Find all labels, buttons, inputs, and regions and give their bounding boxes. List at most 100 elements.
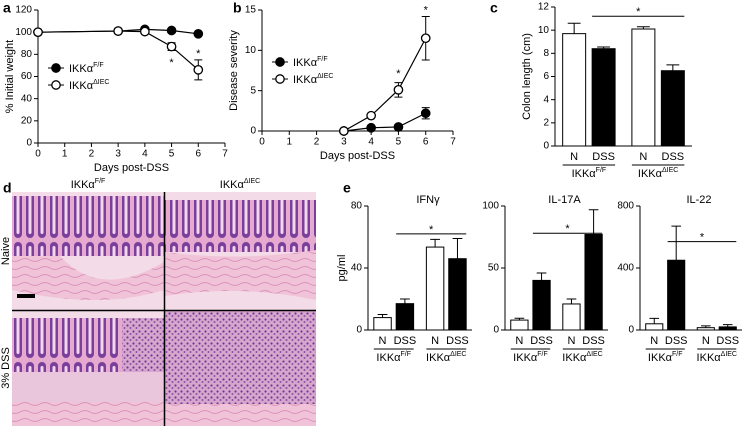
inflamed-layer bbox=[122, 318, 164, 372]
group-label: IKKαΔIEC bbox=[697, 351, 737, 364]
marker bbox=[366, 122, 376, 133]
marker bbox=[420, 108, 431, 119]
label-text: IKKα bbox=[648, 352, 673, 364]
crypt-layer bbox=[12, 318, 122, 372]
series-line bbox=[343, 37, 427, 132]
annotation: * bbox=[169, 57, 174, 69]
muscle-layer bbox=[165, 404, 316, 426]
y-tick-label: 80 bbox=[351, 201, 363, 212]
x-tick-label: 5 bbox=[169, 149, 175, 160]
chart-title: IFNγ bbox=[416, 194, 440, 206]
y-tick-label: 40 bbox=[21, 93, 33, 104]
marker bbox=[140, 26, 150, 37]
group-label: IKKαF/F bbox=[648, 351, 683, 364]
label-sup: ΔIEC bbox=[244, 178, 260, 185]
y-tick-label: 12 bbox=[538, 2, 550, 13]
x-tick-label: N bbox=[650, 335, 658, 347]
label-text: IKKα bbox=[513, 352, 538, 364]
bar bbox=[510, 319, 529, 331]
bar bbox=[532, 279, 551, 331]
y-axis-label: % Initial weight bbox=[4, 40, 16, 113]
y-tick-label: 80 bbox=[21, 49, 33, 60]
y-tick-label: 50 bbox=[488, 263, 500, 274]
y-tick-label: 60 bbox=[21, 71, 33, 82]
histology: IKKαF/F IKKαΔIEC Naive 3% DSS bbox=[0, 178, 316, 426]
y-tick-label: 400 bbox=[617, 263, 634, 274]
y-axis-label: Colon length (cm) bbox=[521, 33, 533, 120]
x-tick-label: 3 bbox=[115, 149, 121, 160]
bar bbox=[425, 246, 445, 331]
y-tick-label: 10 bbox=[245, 45, 257, 56]
crypt-layer bbox=[165, 200, 316, 252]
series-line bbox=[343, 112, 426, 132]
significance-label: * bbox=[565, 223, 570, 235]
label-text: IKKα bbox=[638, 168, 663, 180]
marker bbox=[33, 27, 43, 38]
bar bbox=[448, 258, 467, 331]
bar bbox=[631, 28, 656, 147]
x-tick-label: 0 bbox=[259, 137, 265, 148]
marker bbox=[193, 28, 204, 39]
x-axis-label: Days post-DSS bbox=[94, 162, 169, 174]
legend-label: IKKαF/F bbox=[69, 62, 104, 75]
x-tick-label: 4 bbox=[142, 149, 148, 160]
bar bbox=[696, 327, 715, 331]
y-tick-label: 0 bbox=[250, 126, 256, 137]
legend-marker bbox=[51, 63, 61, 73]
x-tick-label: 2 bbox=[314, 137, 320, 148]
marker bbox=[193, 65, 204, 75]
y-tick-label: 20 bbox=[21, 115, 33, 126]
label-text: IKKα bbox=[697, 352, 722, 364]
muscle-layer bbox=[165, 250, 316, 300]
y-tick-label: 0 bbox=[628, 325, 634, 336]
label-text: IKKα bbox=[220, 179, 245, 191]
annotation: * bbox=[396, 68, 401, 80]
y-tick-label: 40 bbox=[351, 263, 363, 274]
y-tick-label: 4 bbox=[543, 94, 549, 105]
group-label: IKKαF/F bbox=[376, 351, 411, 364]
x-tick-label: DSS bbox=[530, 335, 553, 347]
label-sup: F/F bbox=[317, 56, 328, 63]
marker bbox=[166, 41, 177, 52]
group-label: IKKαF/F bbox=[572, 167, 607, 180]
y-axis-label: pg/ml bbox=[336, 255, 348, 282]
label-sup: F/F bbox=[672, 351, 683, 358]
scale-bar bbox=[17, 294, 35, 298]
label-sup: ΔIEC bbox=[721, 351, 737, 358]
marker bbox=[420, 33, 431, 44]
label-sup: F/F bbox=[596, 167, 607, 174]
y-tick-label: 8 bbox=[543, 48, 549, 59]
label-text: IKKα bbox=[71, 179, 96, 191]
label-sup: F/F bbox=[537, 351, 548, 358]
group-label: IKKαΔIEC bbox=[426, 351, 466, 364]
y-tick-label: 800 bbox=[617, 201, 634, 212]
label-text: IKKα bbox=[376, 352, 401, 364]
panel-label: e bbox=[343, 180, 351, 196]
label-text: IKKα bbox=[293, 74, 318, 86]
marker bbox=[113, 26, 123, 36]
label-sup: ΔIEC bbox=[662, 167, 678, 174]
bar bbox=[373, 317, 392, 331]
bar bbox=[584, 234, 603, 331]
significance-label: * bbox=[636, 6, 641, 18]
x-tick-label: 2 bbox=[89, 149, 95, 160]
x-tick-label: 0 bbox=[35, 149, 41, 160]
marker bbox=[366, 110, 376, 121]
label-sup: F/F bbox=[93, 62, 104, 69]
group-label: IKKαΔIEC bbox=[638, 167, 678, 180]
label-text: IKKα bbox=[426, 352, 451, 364]
legend-label: IKKαF/F bbox=[293, 56, 328, 69]
label-text: IKKα bbox=[69, 63, 94, 75]
muscle-layer bbox=[12, 402, 164, 426]
panel-label: c bbox=[490, 0, 498, 16]
label-text: IKKα bbox=[572, 168, 597, 180]
y-tick-label: 5 bbox=[250, 85, 256, 96]
marker bbox=[393, 122, 404, 132]
bar bbox=[718, 326, 737, 331]
muscle-layer bbox=[12, 256, 164, 300]
legend-marker bbox=[275, 57, 285, 67]
y-tick-label: 2 bbox=[543, 117, 549, 128]
y-tick-label: 0 bbox=[493, 325, 499, 336]
label-sup: ΔIEC bbox=[586, 351, 602, 358]
